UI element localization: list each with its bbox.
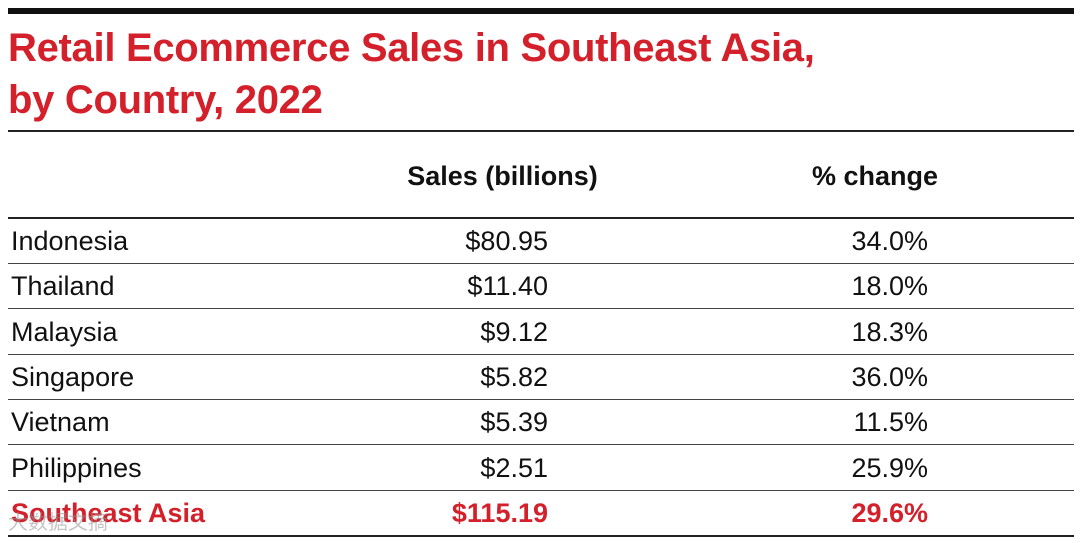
sales-cell: $11.40 bbox=[467, 271, 548, 302]
change-cell: 11.5% bbox=[853, 407, 928, 438]
country-cell: Southeast Asia bbox=[11, 497, 206, 528]
chart-title: Retail Ecommerce Sales in Southeast Asia… bbox=[8, 22, 1068, 126]
row-divider bbox=[8, 398, 1074, 400]
row-divider bbox=[8, 444, 1074, 446]
column-header-sales: Sales (billions) bbox=[407, 161, 598, 191]
country-cell: Vietnam bbox=[11, 407, 110, 438]
column-header-change: % change bbox=[811, 161, 939, 191]
country-cell: Indonesia bbox=[11, 226, 129, 256]
table-row: Vietnam $5.39 11.5% bbox=[8, 400, 1074, 446]
change-cell: 29.6% bbox=[851, 497, 928, 528]
chart-title-line-1: Retail Ecommerce Sales in Southeast Asia… bbox=[8, 26, 815, 70]
sales-cell: $5.82 bbox=[480, 361, 548, 392]
sales-cell: $5.39 bbox=[480, 407, 548, 438]
row-divider bbox=[8, 263, 1074, 264]
row-divider bbox=[8, 353, 1074, 355]
sales-cell: $115.19 bbox=[451, 497, 548, 528]
chart-title-line-2: by Country, 2022 bbox=[8, 78, 323, 122]
row-divider bbox=[8, 534, 1074, 537]
country-cell: Thailand bbox=[11, 271, 115, 302]
sales-cell: $80.95 bbox=[465, 226, 548, 256]
country-cell: Malaysia bbox=[11, 316, 118, 347]
country-cell: Singapore bbox=[11, 361, 135, 392]
title-divider bbox=[8, 130, 1074, 132]
table-row: Singapore $5.82 36.0% bbox=[8, 355, 1074, 400]
table-row: Thailand $11.40 18.0% bbox=[8, 264, 1074, 310]
country-cell: Philippines bbox=[11, 452, 142, 483]
table-row: Indonesia $80.95 34.0% bbox=[8, 219, 1074, 264]
table-row: Malaysia $9.12 18.3% bbox=[8, 310, 1074, 355]
sales-cell: $2.51 bbox=[480, 452, 548, 483]
table-row: Philippines $2.51 25.9% bbox=[8, 446, 1074, 491]
change-cell: 34.0% bbox=[851, 226, 928, 256]
change-cell: 25.9% bbox=[851, 452, 928, 483]
change-cell: 18.3% bbox=[851, 316, 928, 347]
top-rule bbox=[8, 8, 1074, 14]
total-row: Southeast Asia $115.19 29.6% bbox=[8, 491, 1074, 537]
row-divider bbox=[8, 489, 1074, 491]
row-divider bbox=[8, 308, 1074, 310]
change-cell: 18.0% bbox=[851, 271, 928, 302]
header-divider bbox=[8, 217, 1074, 219]
change-cell: 36.0% bbox=[851, 361, 928, 392]
sales-cell: $9.12 bbox=[480, 316, 548, 347]
